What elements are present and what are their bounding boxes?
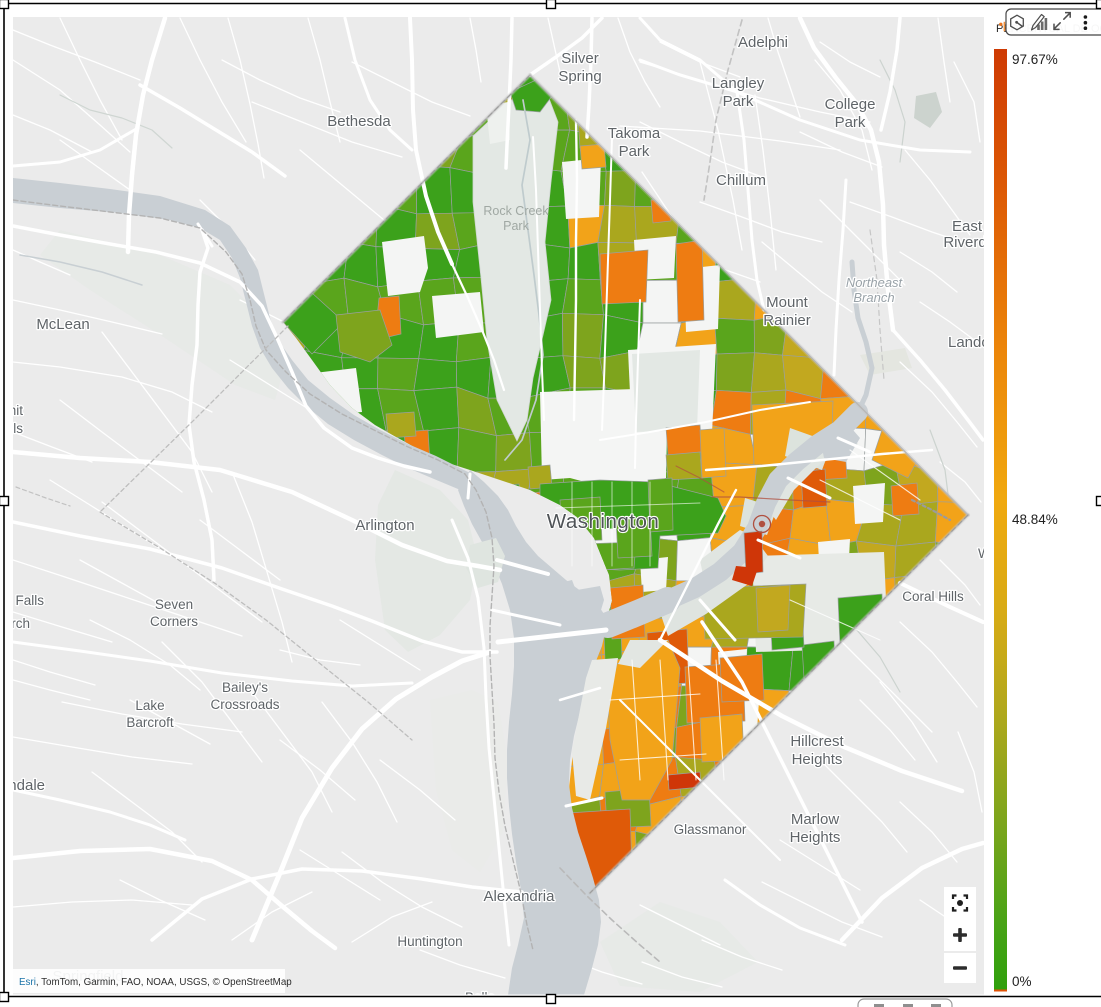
svg-text:Chillum: Chillum (716, 172, 766, 189)
svg-text:Rock Creek: Rock Creek (483, 204, 549, 218)
svg-text:Huntington: Huntington (397, 934, 462, 949)
svg-text:Park: Park (723, 93, 754, 110)
svg-text:Church: Church (0, 616, 30, 631)
svg-text:Walker Mill: Walker Mill (978, 546, 1044, 561)
svg-text:Hills: Hills (0, 421, 23, 436)
svg-text:McLean: McLean (36, 316, 89, 333)
svg-text:Alexandria: Alexandria (484, 888, 556, 905)
svg-text:0%: 0% (1012, 974, 1032, 989)
svg-text:Branch: Branch (853, 290, 894, 305)
svg-text:Corners: Corners (150, 614, 198, 629)
svg-text:Belle: Belle (465, 990, 495, 1005)
svg-text:Rainier: Rainier (763, 312, 811, 329)
svg-text:Seven: Seven (155, 597, 193, 612)
svg-text:Bethesda: Bethesda (327, 113, 391, 130)
svg-text:Esri, TomTom, Garmin, FAO, NOA: Esri, TomTom, Garmin, FAO, NOAA, USGS, ©… (19, 977, 292, 988)
svg-text:Glassmanor: Glassmanor (674, 822, 747, 837)
svg-text:Northeast: Northeast (846, 275, 904, 290)
svg-text:Park: Park (503, 219, 529, 233)
svg-text:Washington: Washington (547, 510, 660, 533)
svg-text:Marlow: Marlow (791, 811, 840, 828)
svg-text:Silver: Silver (561, 50, 599, 67)
svg-text:48.84%: 48.84% (1012, 512, 1058, 527)
svg-text:Heights: Heights (792, 751, 843, 768)
svg-text:97.67%: 97.67% (1012, 52, 1058, 67)
svg-text:East: East (952, 218, 983, 235)
svg-text:Mount: Mount (766, 294, 809, 311)
svg-text:Park: Park (619, 143, 650, 160)
svg-text:Arlington: Arlington (355, 517, 414, 534)
svg-text:Park: Park (835, 114, 866, 131)
svg-text:Lake: Lake (135, 698, 164, 713)
svg-text:East Falls: East Falls (0, 593, 44, 608)
svg-text:Adelphi: Adelphi (738, 34, 788, 51)
svg-text:College: College (825, 96, 876, 113)
svg-text:Langley: Langley (712, 75, 765, 92)
svg-text:Hillcrest: Hillcrest (790, 733, 844, 750)
svg-text:Pimmit: Pimmit (0, 403, 23, 418)
svg-text:Barcroft: Barcroft (126, 715, 174, 730)
svg-text:Crossroads: Crossroads (210, 697, 279, 712)
svg-text:Spring: Spring (558, 68, 601, 85)
svg-text:Bailey's: Bailey's (222, 680, 268, 695)
svg-text:Takoma: Takoma (608, 125, 661, 142)
svg-text:Heights: Heights (790, 829, 841, 846)
svg-text:Coral Hills: Coral Hills (902, 589, 964, 604)
svg-text:Annandale: Annandale (0, 777, 45, 794)
svg-text:Riverdale: Riverdale (943, 234, 1006, 251)
svg-text:Landover: Landover (948, 334, 1011, 351)
